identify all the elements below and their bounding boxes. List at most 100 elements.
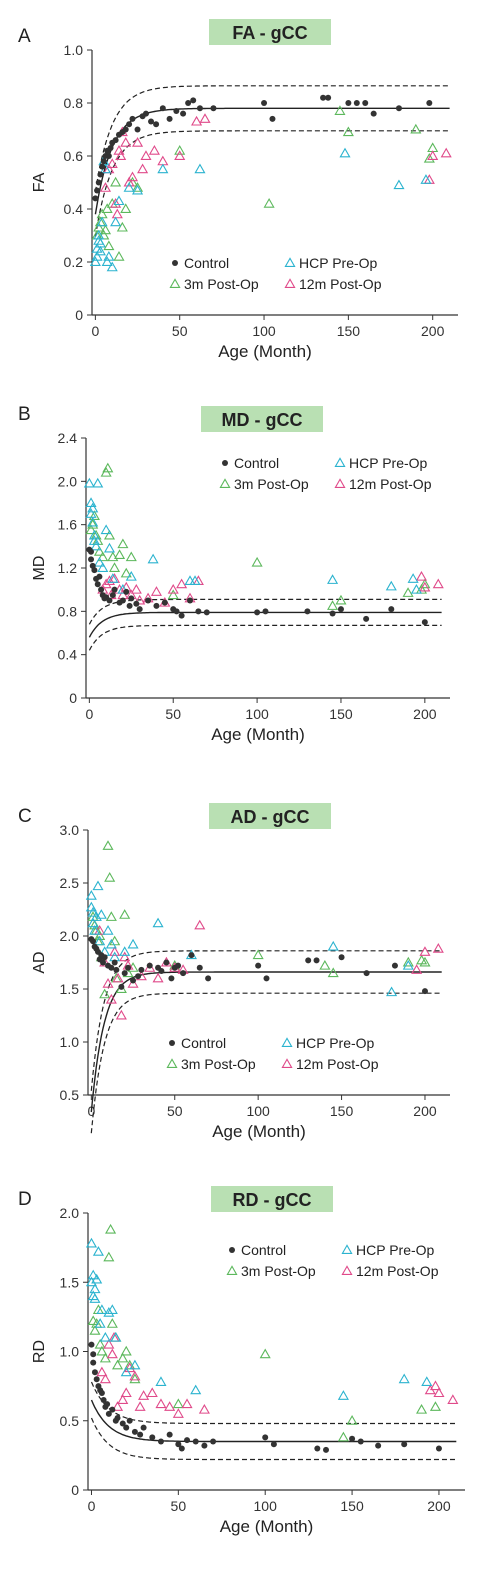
data-point (93, 556, 105, 567)
data-point (327, 600, 339, 610)
y-tick-label: 3.0 (60, 822, 80, 838)
data-point (125, 570, 137, 581)
data-point (97, 551, 109, 562)
data-point (419, 956, 431, 967)
data-point (113, 195, 125, 206)
series-control (86, 546, 428, 626)
data-point (152, 917, 164, 928)
x-tick-label: 200 (413, 706, 437, 722)
x-tick-label: 150 (329, 706, 353, 722)
data-point (89, 1283, 101, 1294)
data-point (145, 597, 152, 604)
data-point (90, 1351, 97, 1358)
data-point (122, 126, 129, 133)
data-point (120, 1366, 132, 1377)
data-point (131, 1428, 138, 1435)
data-point (263, 197, 275, 208)
data-point (93, 1376, 100, 1383)
data-point (100, 578, 112, 589)
legend-label: HCP Pre-Op (356, 1242, 435, 1258)
y-tick-label: 0 (71, 1482, 79, 1498)
x-tick-label: 100 (245, 706, 269, 722)
data-point (304, 608, 311, 615)
legend-label: 12m Post-Op (296, 1056, 379, 1072)
data-point (196, 105, 203, 112)
data-point (95, 179, 102, 186)
data-point (370, 110, 377, 117)
data-point (85, 1276, 98, 1287)
legend: Control HCP Pre-Op 3m Post-Op 12m Post-Op (219, 455, 432, 492)
data-point (251, 556, 263, 567)
data-point (140, 150, 152, 160)
panel-c: C AD - gCC 0.5 1.0 1.5 2.0 2.5 3.0 0 50 100 150 200 A… (0, 790, 500, 1172)
data-point (94, 1338, 106, 1349)
data-point (88, 548, 95, 555)
legend-label: 12m Post-Op (299, 276, 382, 292)
data-point (175, 962, 182, 969)
chart-title: RD - gCC (233, 1190, 312, 1210)
x-tick-label: 150 (330, 1103, 354, 1119)
data-point (254, 609, 261, 616)
data-point (159, 105, 166, 112)
data-point (205, 975, 212, 982)
fit-upper-band (90, 950, 442, 1091)
data-point (103, 529, 116, 540)
x-tick-label: 0 (88, 1498, 96, 1514)
data-point (123, 1424, 130, 1431)
data-point (90, 1359, 97, 1366)
data-point (158, 967, 165, 974)
data-point (94, 1318, 106, 1328)
data-point (167, 589, 179, 600)
data-point (119, 909, 131, 919)
data-point (117, 1352, 129, 1363)
data-point (134, 126, 141, 133)
legend-marker-triangle (281, 1058, 293, 1069)
data-point (107, 145, 114, 152)
data-point (111, 1359, 124, 1370)
data-point (134, 1401, 146, 1411)
data-point (94, 581, 101, 588)
data-point (166, 1431, 173, 1438)
data-point (435, 1445, 442, 1452)
data-point (105, 911, 117, 921)
legend-label: 12m Post-Op (356, 1263, 439, 1279)
y-tick-label: 1.5 (60, 981, 80, 997)
data-point (155, 1398, 167, 1409)
legend-marker-triangle (334, 457, 346, 467)
fit-lower-band (94, 130, 450, 237)
series-hcp-pre-op (89, 147, 432, 272)
data-point (255, 962, 262, 969)
data-point (416, 954, 428, 965)
data-point (87, 516, 99, 527)
data-point (94, 930, 106, 940)
data-point (85, 890, 97, 900)
data-point (96, 1366, 108, 1377)
data-point (98, 1390, 105, 1397)
data-point (152, 972, 164, 983)
data-point (421, 988, 428, 995)
data-point (269, 115, 276, 122)
x-tick-label: 200 (413, 1103, 437, 1119)
data-point (342, 126, 354, 137)
data-point (149, 1434, 156, 1441)
panel-b: B MD - gCC 0 0.4 0.8 1.2 1.6 2.0 2.4 0 50 100 150 200… (0, 390, 500, 772)
data-point (87, 502, 99, 513)
data-point (153, 602, 160, 609)
data-point (357, 1438, 364, 1445)
data-point (123, 588, 130, 595)
series-hcp-pre-op (85, 1237, 433, 1400)
data-point (172, 1408, 184, 1418)
data-point (402, 956, 414, 967)
data-point (180, 970, 187, 977)
data-point (195, 608, 202, 615)
data-point (334, 105, 346, 115)
data-point (185, 100, 192, 106)
data-point (323, 1446, 330, 1453)
data-point (194, 163, 206, 174)
data-point (98, 586, 105, 593)
data-point (103, 240, 115, 251)
series-12m-post-op (96, 1331, 459, 1418)
data-point (142, 110, 149, 117)
data-point (125, 551, 137, 562)
data-point (91, 567, 98, 574)
